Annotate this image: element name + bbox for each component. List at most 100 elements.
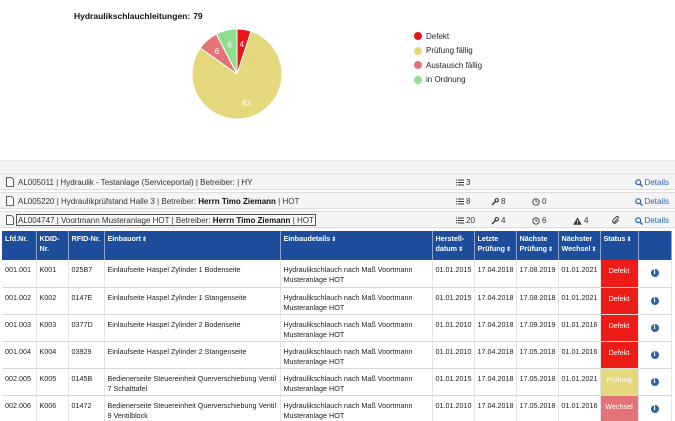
paperclip-icon xyxy=(612,216,619,224)
cell-einbauort: Einlaufseite Haspel Zylinder 1 Stangense… xyxy=(104,287,281,315)
cell-naechste-pruefung: 17.08.2019 xyxy=(516,260,559,288)
cell-naechste-pruefung: 17.08.2018 xyxy=(516,287,559,315)
status-badge: Defekt xyxy=(600,287,639,315)
cell-herstelldatum: 01.01.2015 xyxy=(432,260,475,288)
attachment-button[interactable] xyxy=(612,216,622,224)
legend-item-austausch-faellig[interactable]: Austausch fällig xyxy=(414,58,482,73)
cell-herstelldatum: 01.01.2010 xyxy=(432,314,475,342)
cell-lfd-nr: 002.006 xyxy=(2,395,37,421)
info-icon[interactable]: i xyxy=(650,350,659,359)
cell-lfd-nr: 002.005 xyxy=(2,368,37,396)
cell-naechster-wechsel: 01.01.2021 xyxy=(558,368,601,396)
cell-einbaudetails: Hydraulikschlauch nach Maß Voortmann Mus… xyxy=(280,368,433,396)
cell-info: i xyxy=(638,341,672,369)
pie-label: 6 xyxy=(228,40,233,49)
cell-info: i xyxy=(638,395,672,421)
cell-einbauort: Einlaufseite Haspel Zylinder 2 Bodenseit… xyxy=(104,314,281,342)
cell-info: i xyxy=(638,314,672,342)
table-row[interactable]: 001.001 K001 025B7 Einlaufseite Haspel Zyli… xyxy=(2,260,672,288)
pie-label: 6 xyxy=(215,47,220,56)
cell-herstelldatum: 01.01.2010 xyxy=(432,395,475,421)
col-naechster-wechsel[interactable]: Nächster Wechsel⇕ xyxy=(558,231,601,260)
cell-rfid-nr: 0147E xyxy=(68,287,105,315)
pie-slice-pr-fung-f-llig[interactable] xyxy=(191,30,283,120)
cell-einbaudetails: Hydraulikschlauch nach Maß Voortmann Mus… xyxy=(280,260,433,288)
table-row[interactable]: 001.002 K002 0147E Einlaufseite Haspel Zyli… xyxy=(2,287,672,315)
legend-item-defekt[interactable]: Defekt xyxy=(414,29,482,44)
col-einbaudetails[interactable]: Einbaudetails⇕ xyxy=(280,231,433,260)
table-row[interactable]: 002.006 K006 01472 Bedienerseite Steuereinh… xyxy=(2,395,672,421)
cell-letzte-pruefung: 17.04.2018 xyxy=(474,395,517,421)
cell-naechste-pruefung: 17.05.2018 xyxy=(516,341,559,369)
info-icon[interactable]: i xyxy=(650,377,659,386)
equipment-title[interactable]: AL005220 | Hydraulikprüfstand Halle 3 | … xyxy=(18,197,300,206)
list-icon xyxy=(456,179,464,186)
info-icon[interactable]: i xyxy=(650,296,659,305)
cell-letzte-pruefung: 17.04.2018 xyxy=(474,368,517,396)
details-link[interactable]: Details xyxy=(634,178,669,187)
equipment-row[interactable]: AL005220 | Hydraulikprüfstand Halle 3 | … xyxy=(0,192,675,209)
hose-table: Lfd.Nr. KDID- Nr. RFID-Nr. Einbauort⇕ Ein… xyxy=(2,231,675,421)
equipment-row[interactable]: AL005011 | Hydraulik - Testanlage (Servi… xyxy=(0,173,675,190)
cell-einbaudetails: Hydraulikschlauch nach Maß Voortmann Mus… xyxy=(280,314,433,342)
cell-kdid-nr: K004 xyxy=(36,341,69,369)
col-lfd-nr[interactable]: Lfd.Nr. xyxy=(2,231,37,260)
cell-kdid-nr: K006 xyxy=(36,395,69,421)
table-row[interactable]: 002.005 K005 0145B Bedienerseite Steuereinh… xyxy=(2,368,672,396)
cell-lfd-nr: 001.001 xyxy=(2,260,37,288)
search-icon xyxy=(634,216,643,225)
sort-icon: ⇕ xyxy=(591,247,597,253)
col-letzte-pruefung[interactable]: Letzte Prüfung⇕ xyxy=(474,231,517,260)
cell-kdid-nr: K005 xyxy=(36,368,69,396)
cell-letzte-pruefung: 17.04.2018 xyxy=(474,314,517,342)
cell-naechster-wechsel: 01.01.2016 xyxy=(558,341,601,369)
equipment-title[interactable]: AL005011 | Hydraulik - Testanlage (Servi… xyxy=(18,178,253,187)
legend-item-in-ordnung[interactable]: in Ordnung xyxy=(414,73,482,88)
cell-naechste-pruefung: 17.09.2019 xyxy=(516,314,559,342)
table-row[interactable]: 001.003 K003 0377D Einlaufseite Haspel Zyli… xyxy=(2,314,672,342)
cell-einbauort: Bedienerseite Steuereinheit Querverschie… xyxy=(104,368,281,396)
cell-naechste-pruefung: 17.05.2018 xyxy=(516,395,559,421)
col-einbauort[interactable]: Einbauort⇕ xyxy=(104,231,281,260)
cell-rfid-nr: 025B7 xyxy=(68,260,105,288)
clock-count: 0 xyxy=(532,197,546,206)
cell-info: i xyxy=(638,368,672,396)
info-icon[interactable]: i xyxy=(650,269,659,277)
section-divider xyxy=(0,160,675,172)
warning-icon xyxy=(573,216,582,225)
pie-slice-in-ordnung[interactable] xyxy=(215,28,238,75)
cell-naechster-wechsel: 01.01.2021 xyxy=(558,260,601,288)
pie-label: 63 xyxy=(242,99,251,108)
list-icon xyxy=(456,217,464,224)
col-naechste-pruefung[interactable]: Nächste Prüfung⇕ xyxy=(516,231,559,260)
col-kdid-nr[interactable]: KDID- Nr. xyxy=(36,231,69,260)
list-count: 20 xyxy=(456,216,475,225)
clock-icon xyxy=(532,216,540,225)
cell-einbaudetails: Hydraulikschlauch nach Maß Voortmann Mus… xyxy=(280,395,433,421)
info-icon[interactable]: i xyxy=(650,404,659,413)
details-link[interactable]: Details xyxy=(634,197,669,206)
document-icon xyxy=(6,177,14,187)
equipment-title[interactable]: AL004747 | Voortmann Musteranlage HOT | … xyxy=(16,214,316,226)
cell-naechster-wechsel: 01.01.2016 xyxy=(558,395,601,421)
equipment-row-selected[interactable]: AL004747 | Voortmann Musteranlage HOT | … xyxy=(0,211,675,228)
chart-panel: Hydraulikschlauchleitungen: 79 4 63 6 6 Defe… xyxy=(0,0,675,160)
details-link[interactable]: Details xyxy=(634,216,669,225)
legend-item-pruefung-faellig[interactable]: Prüfung fällig xyxy=(414,44,482,59)
pie-chart: 4 63 66 xyxy=(191,28,283,120)
cell-lfd-nr: 001.004 xyxy=(2,341,37,369)
cell-letzte-pruefung: 17.04.2018 xyxy=(474,287,517,315)
cell-letzte-pruefung: 17.04.2018 xyxy=(474,341,517,369)
cell-rfid-nr: 01472 xyxy=(68,395,105,421)
col-rfid-nr[interactable]: RFID-Nr. xyxy=(68,231,105,260)
cell-rfid-nr: 03929 xyxy=(68,341,105,369)
cell-lfd-nr: 001.003 xyxy=(2,314,37,342)
col-status[interactable]: Status⇕ xyxy=(600,231,639,260)
cell-kdid-nr: K002 xyxy=(36,287,69,315)
info-icon[interactable]: i xyxy=(650,323,659,332)
col-herstelldatum[interactable]: Herstell-datum⇕ xyxy=(432,231,475,260)
cell-einbaudetails: Hydraulikschlauch nach Maß Voortmann Mus… xyxy=(280,341,433,369)
wrench-count: 4 xyxy=(491,216,505,225)
table-row[interactable]: 001.004 K004 03929 Einlaufseite Haspel Zyli… xyxy=(2,341,672,369)
search-icon xyxy=(634,197,643,206)
